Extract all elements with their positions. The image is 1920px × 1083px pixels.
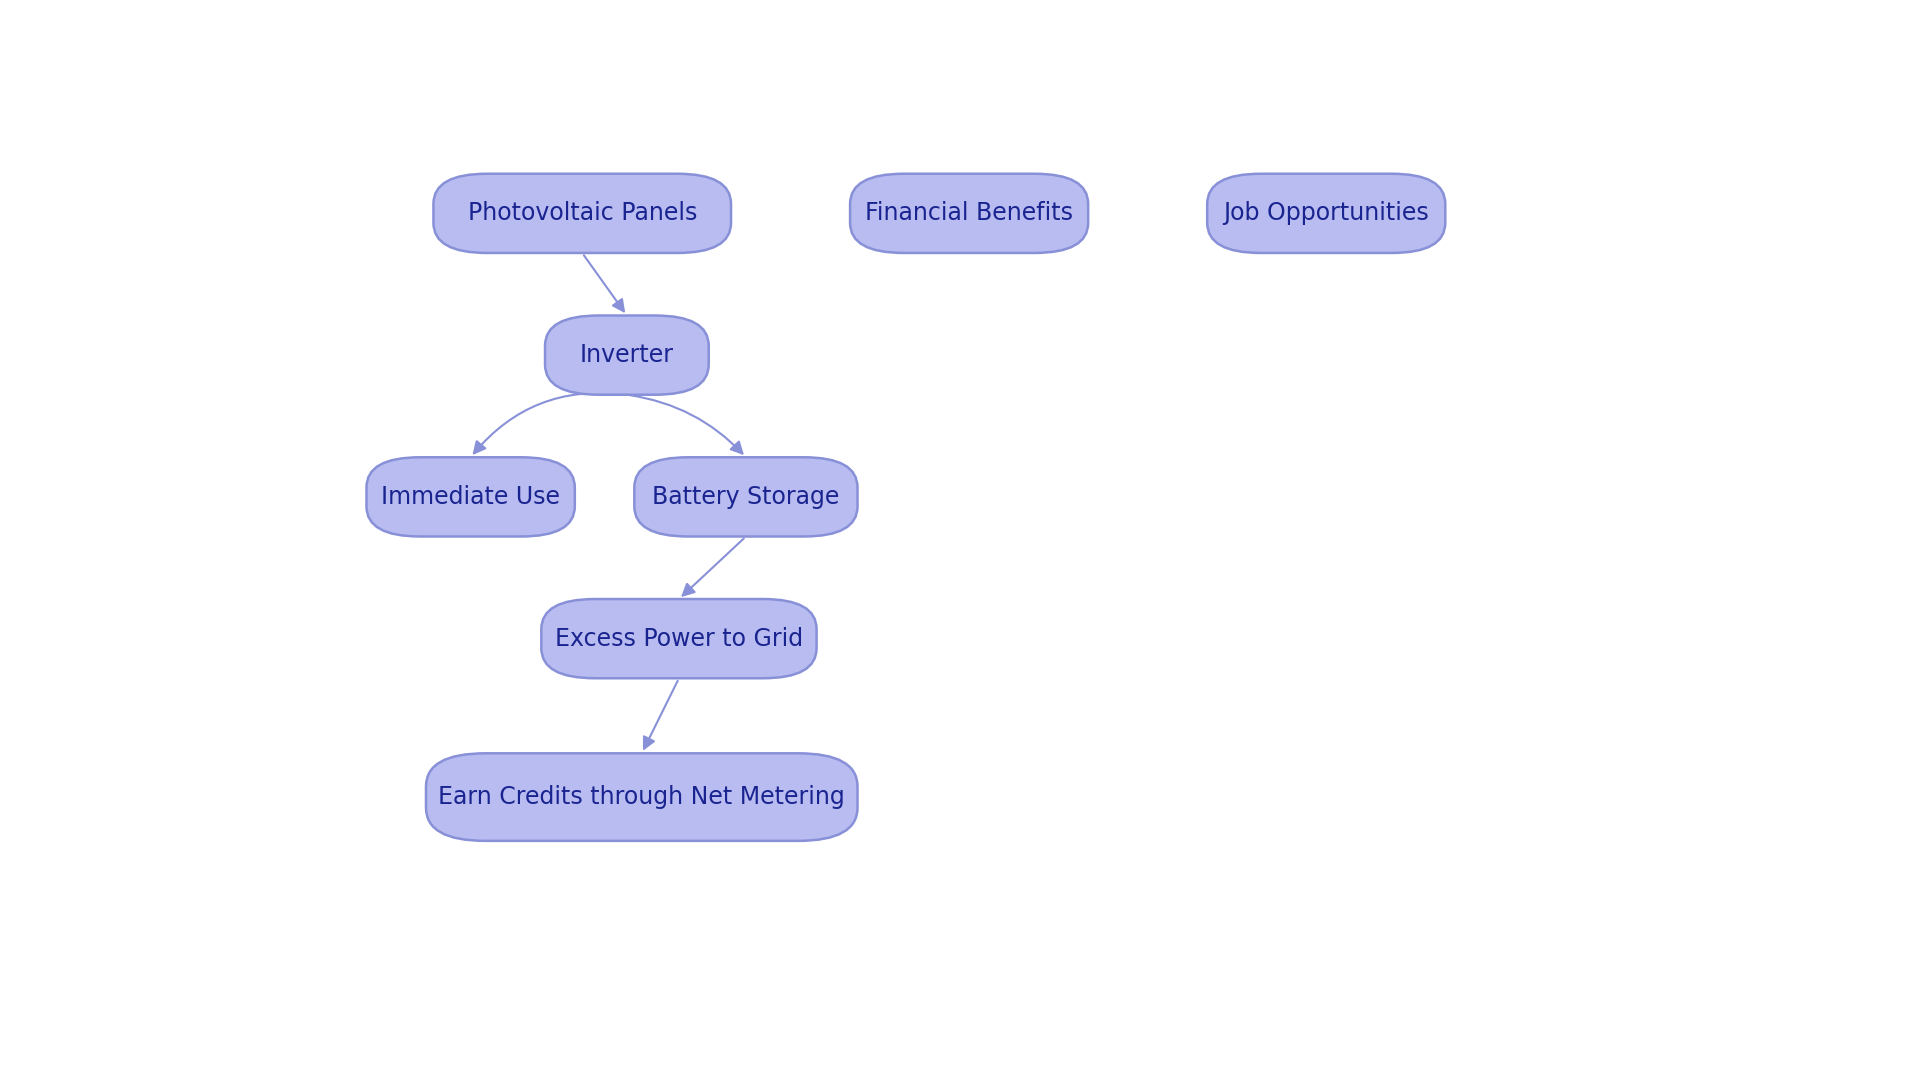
FancyBboxPatch shape bbox=[434, 173, 732, 253]
FancyBboxPatch shape bbox=[634, 457, 858, 536]
Text: Battery Storage: Battery Storage bbox=[653, 485, 839, 509]
Text: Immediate Use: Immediate Use bbox=[382, 485, 561, 509]
Text: Photovoltaic Panels: Photovoltaic Panels bbox=[468, 201, 697, 225]
FancyBboxPatch shape bbox=[541, 599, 816, 678]
Text: Earn Credits through Net Metering: Earn Credits through Net Metering bbox=[438, 785, 845, 809]
Text: Financial Benefits: Financial Benefits bbox=[866, 201, 1073, 225]
FancyBboxPatch shape bbox=[851, 173, 1089, 253]
Text: Excess Power to Grid: Excess Power to Grid bbox=[555, 627, 803, 651]
FancyBboxPatch shape bbox=[367, 457, 574, 536]
Text: Inverter: Inverter bbox=[580, 343, 674, 367]
Text: Job Opportunities: Job Opportunities bbox=[1223, 201, 1428, 225]
FancyBboxPatch shape bbox=[426, 754, 858, 840]
FancyBboxPatch shape bbox=[545, 315, 708, 394]
FancyBboxPatch shape bbox=[1208, 173, 1446, 253]
